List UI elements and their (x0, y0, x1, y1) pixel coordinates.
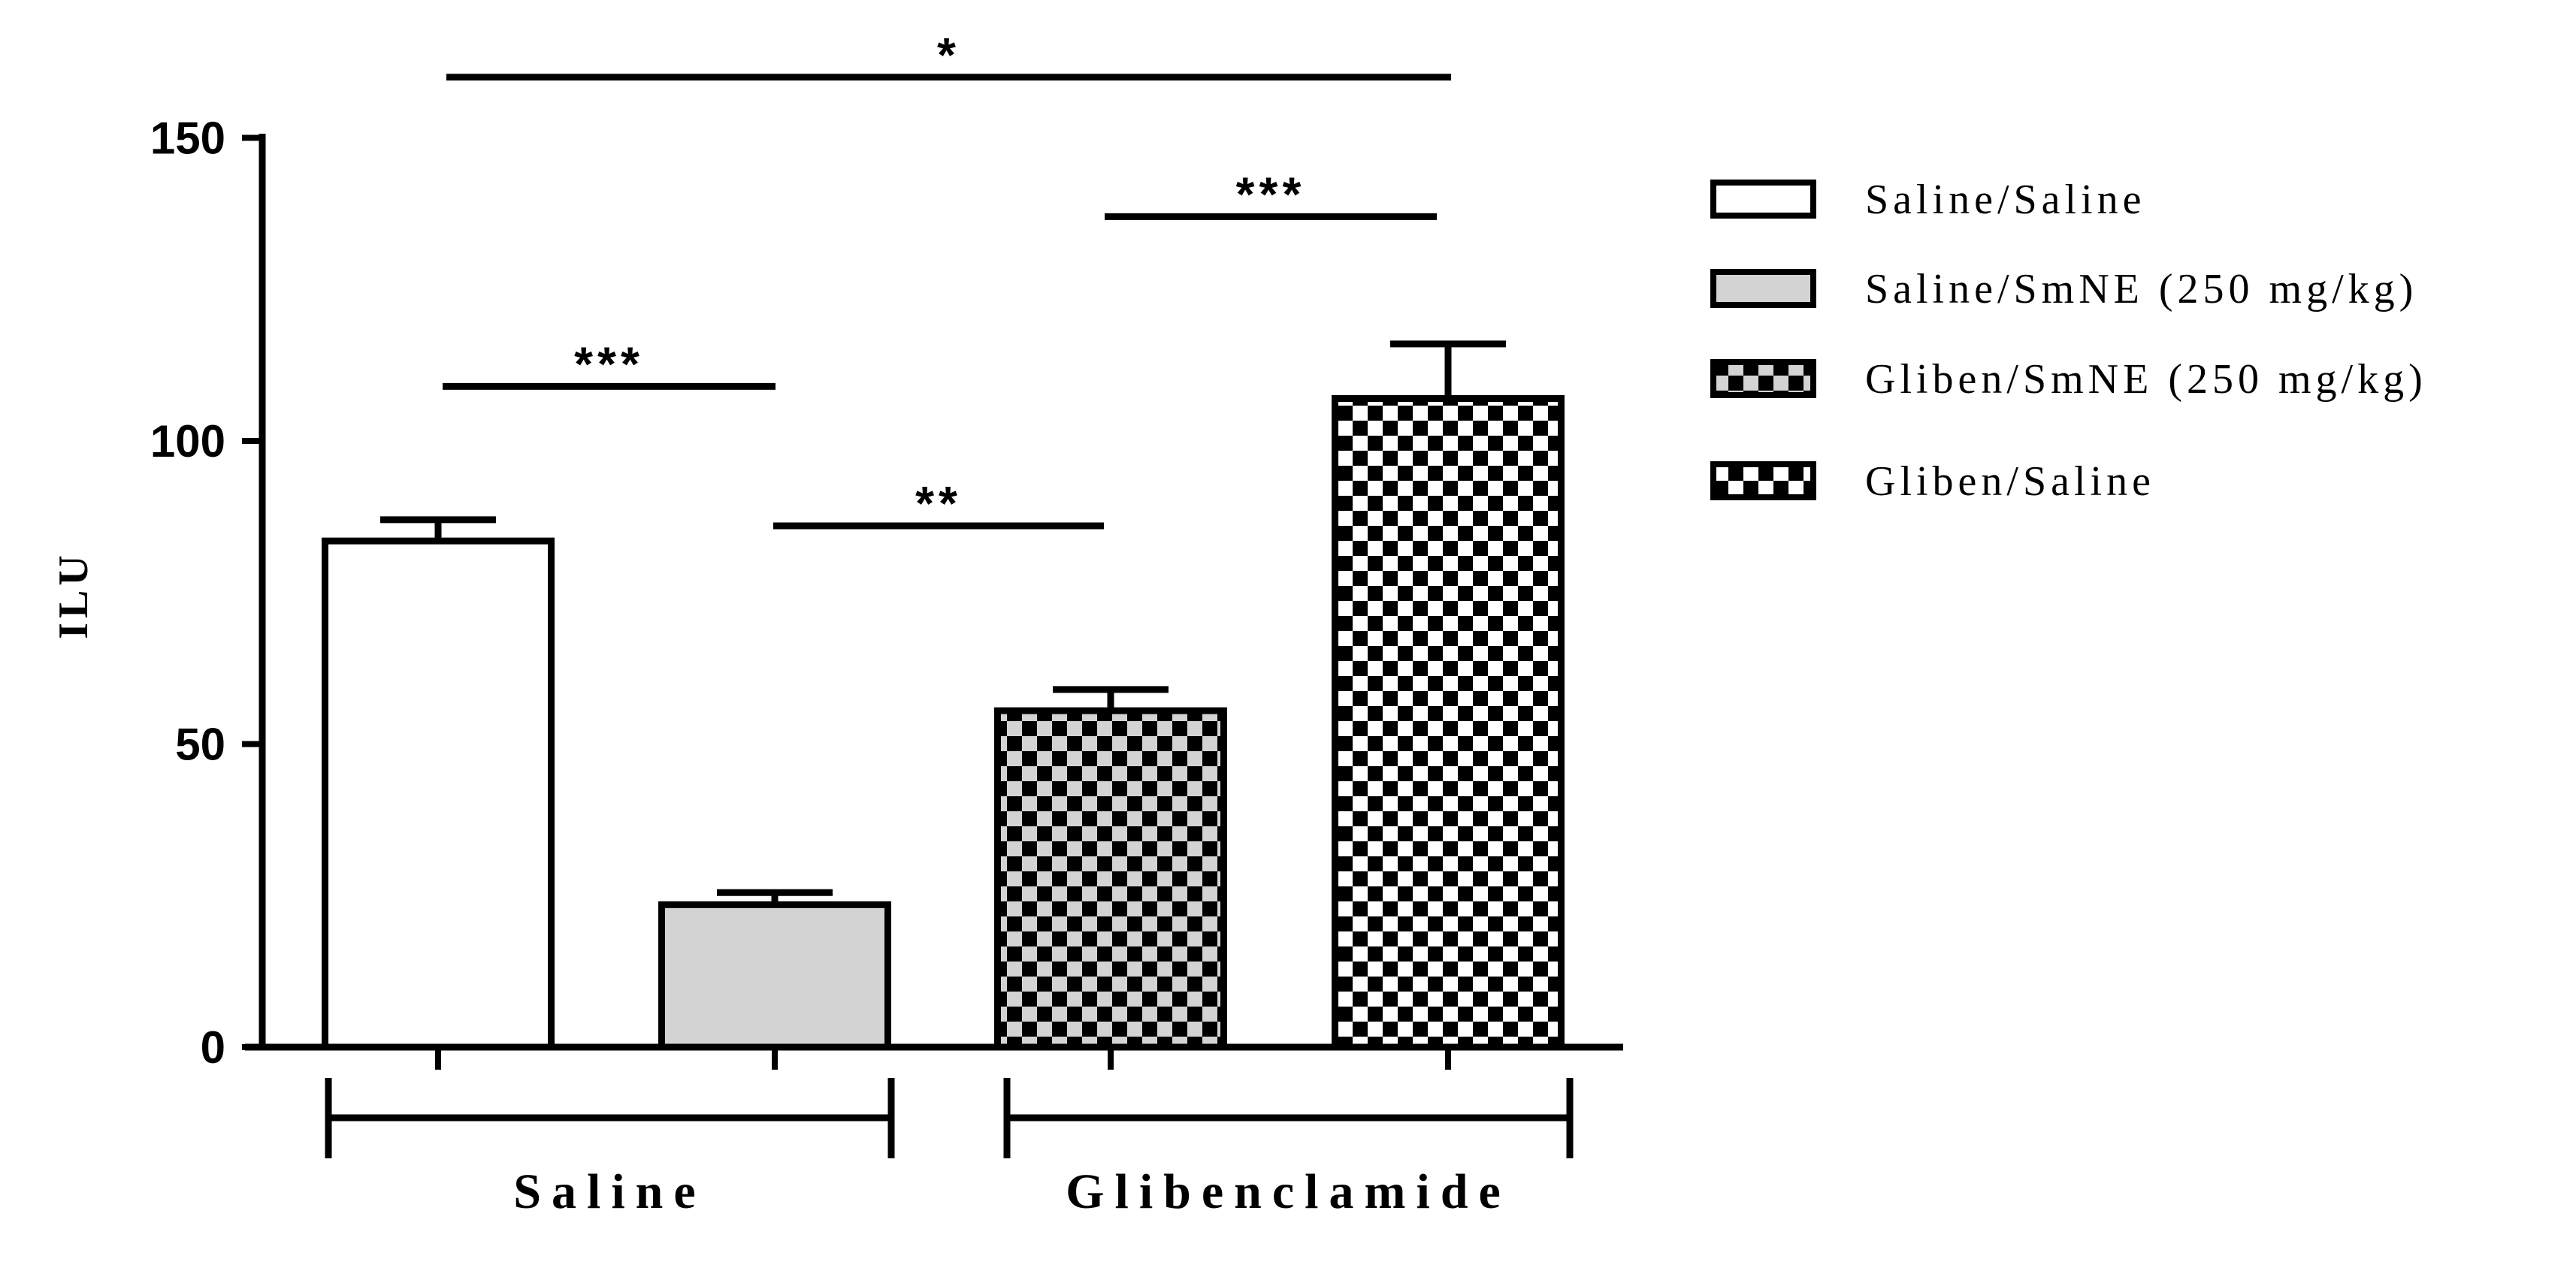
y-tick-label: 50 (175, 720, 225, 770)
significance-label: *** (1236, 167, 1306, 221)
bars (322, 340, 1565, 1070)
legend-swatch (1710, 461, 1816, 500)
bar (1332, 395, 1565, 1051)
y-ticks: 0 50 100 150 (150, 113, 264, 1073)
group-label: Saline (513, 1164, 706, 1219)
y-tick-label: 150 (150, 113, 225, 164)
legend-swatch (1710, 269, 1816, 308)
legend: Saline/Saline Saline/SmNE (250 mg/kg) Glib… (1710, 177, 2427, 505)
bar (994, 707, 1227, 1051)
y-tick-label: 0 (201, 1022, 225, 1073)
significance-label: * (937, 28, 960, 82)
significance-label: ** (915, 476, 962, 530)
group-label: Glibenclamide (1066, 1164, 1511, 1219)
y-axis-label: ILU (50, 551, 97, 639)
legend-label: Gliben/Saline (1865, 458, 2155, 505)
legend-label: Gliben/SmNE (250 mg/kg) (1865, 356, 2427, 403)
legend-label: Saline/SmNE (250 mg/kg) (1865, 266, 2417, 312)
bar (322, 537, 555, 1051)
legend-swatch (1710, 359, 1816, 398)
y-tick-label: 100 (150, 416, 225, 466)
legend-swatch (1710, 180, 1816, 219)
bar (658, 901, 891, 1051)
significance-label: *** (574, 337, 644, 391)
group-brackets: Saline Glibenclamide (325, 1078, 1574, 1219)
significance-markers: ********* (443, 28, 1451, 530)
legend-label: Saline/Saline (1865, 177, 2146, 223)
